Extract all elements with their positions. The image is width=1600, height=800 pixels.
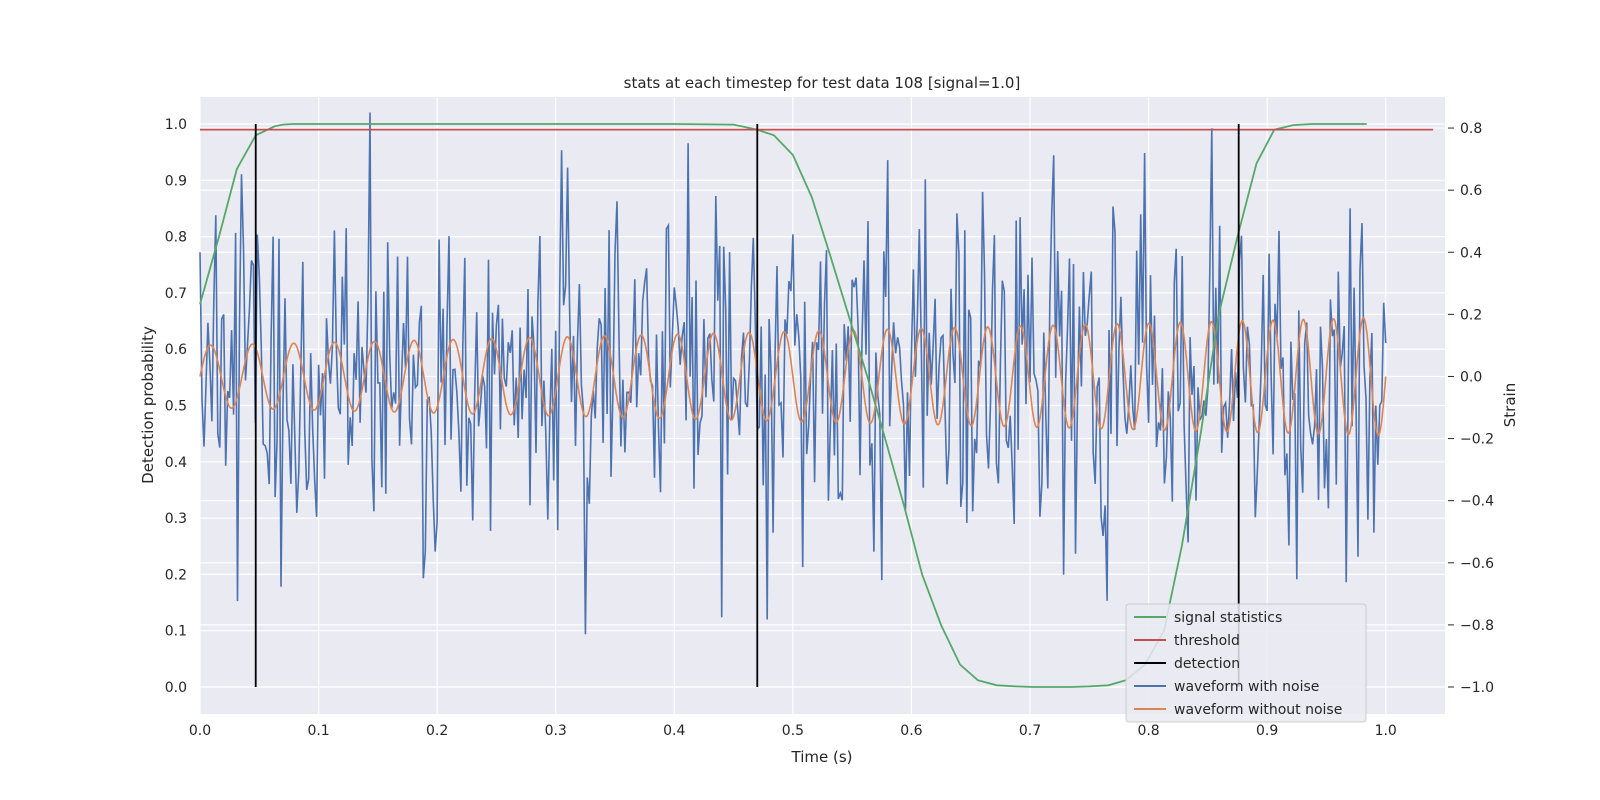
x-tick-label: 0.7	[1019, 723, 1041, 739]
x-tick-label: 0.4	[663, 723, 685, 739]
legend-label-signal-statistics: signal statistics	[1174, 610, 1282, 626]
y-tick-label: 0.5	[165, 399, 187, 415]
y-tick-label: 0.0	[165, 680, 187, 696]
series-waveform-with-noise	[199, 112, 1387, 635]
y2-tick-label: −0.8	[1460, 618, 1494, 634]
y2-axis-ticks: −1.0 −0.8 −0.6 −0.4 −0.2 0.0 0.2 0.4 0.6 0.8	[1448, 121, 1494, 696]
y-tick-label: 0.3	[165, 511, 187, 527]
y-axis-label: Detection probability	[139, 326, 157, 484]
y-axis-ticks: 0.0 0.1 0.2 0.3 0.4 0.5 0.6 0.7 0.8 0.9 1.0	[165, 117, 187, 696]
x-axis-label: Time (s)	[791, 748, 853, 766]
legend-label-waveform-with-noise: waveform with noise	[1174, 679, 1319, 695]
x-axis-ticks: 0.0 0.1 0.2 0.3 0.4 0.5 0.6 0.7 0.8 0.9 1.0	[189, 723, 1397, 739]
x-tick-label: 0.9	[1256, 723, 1278, 739]
series-waveform-without-noise	[199, 317, 1387, 437]
legend-label-threshold: threshold	[1174, 633, 1240, 649]
y-tick-label: 0.2	[165, 567, 187, 583]
y2-tick-label: 0.8	[1460, 121, 1482, 137]
legend: signal statistics threshold detection wa…	[1125, 603, 1367, 723]
y-tick-label: 0.9	[165, 173, 187, 189]
y2-tick-label: −0.4	[1460, 494, 1494, 510]
y2-tick-label: 0.6	[1460, 183, 1482, 199]
y-tick-label: 0.4	[165, 455, 187, 471]
x-tick-label: 0.8	[1137, 723, 1159, 739]
legend-label-detection: detection	[1174, 656, 1240, 672]
x-tick-label: 0.0	[189, 723, 211, 739]
y2-tick-label: −0.2	[1460, 432, 1494, 448]
x-tick-label: 1.0	[1375, 723, 1397, 739]
x-tick-label: 0.1	[307, 723, 329, 739]
y2-axis-label: Strain	[1501, 383, 1519, 427]
y2-tick-label: −0.6	[1460, 556, 1494, 572]
series-signal-statistics	[199, 123, 1367, 688]
x-tick-label: 0.3	[545, 723, 567, 739]
signal-statistics-line	[199, 123, 1367, 688]
y2-tick-label: 0.4	[1460, 245, 1482, 261]
chart-title: stats at each timestep for test data 108…	[624, 74, 1021, 92]
y-tick-label: 0.1	[165, 624, 187, 640]
x-tick-label: 0.6	[900, 723, 922, 739]
waveform-without-noise-line	[199, 317, 1387, 437]
y-tick-label: 0.8	[165, 230, 187, 246]
y2-tick-label: 0.2	[1460, 307, 1482, 323]
x-tick-label: 0.5	[782, 723, 804, 739]
waveform-with-noise-line	[199, 112, 1387, 635]
legend-box	[1125, 603, 1367, 723]
legend-label-waveform-without-noise: waveform without noise	[1174, 702, 1342, 718]
y-tick-label: 0.7	[165, 286, 187, 302]
series-detection	[254, 124, 1240, 687]
y-tick-label: 0.6	[165, 342, 187, 358]
y-tick-label: 1.0	[165, 117, 187, 133]
y2-tick-label: −1.0	[1460, 680, 1494, 696]
y2-tick-label: 0.0	[1460, 369, 1482, 385]
x-tick-label: 0.2	[426, 723, 448, 739]
